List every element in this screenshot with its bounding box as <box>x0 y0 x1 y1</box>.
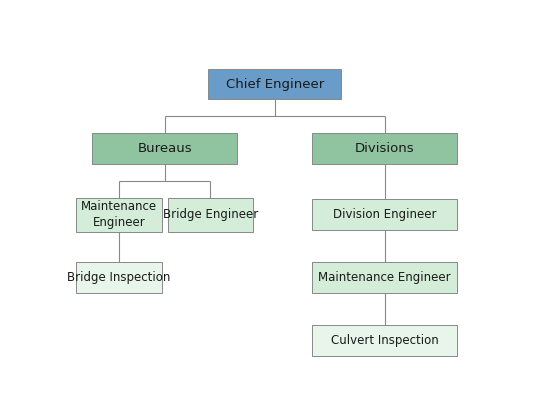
FancyBboxPatch shape <box>312 199 458 230</box>
FancyBboxPatch shape <box>76 262 161 293</box>
FancyBboxPatch shape <box>92 133 237 164</box>
Text: Divisions: Divisions <box>355 142 414 155</box>
Text: Bureaus: Bureaus <box>137 142 192 155</box>
FancyBboxPatch shape <box>312 325 458 356</box>
Text: Culvert Inspection: Culvert Inspection <box>331 334 438 347</box>
Text: Bridge Engineer: Bridge Engineer <box>163 208 258 221</box>
FancyBboxPatch shape <box>76 198 161 232</box>
Text: Bridge Inspection: Bridge Inspection <box>67 271 170 284</box>
Text: Division Engineer: Division Engineer <box>333 208 436 221</box>
FancyBboxPatch shape <box>312 262 458 293</box>
FancyBboxPatch shape <box>312 133 458 164</box>
FancyBboxPatch shape <box>168 198 253 232</box>
Text: Maintenance
Engineer: Maintenance Engineer <box>81 200 157 229</box>
FancyBboxPatch shape <box>208 69 341 99</box>
Text: Maintenance Engineer: Maintenance Engineer <box>318 271 451 284</box>
Text: Chief Engineer: Chief Engineer <box>226 78 324 91</box>
